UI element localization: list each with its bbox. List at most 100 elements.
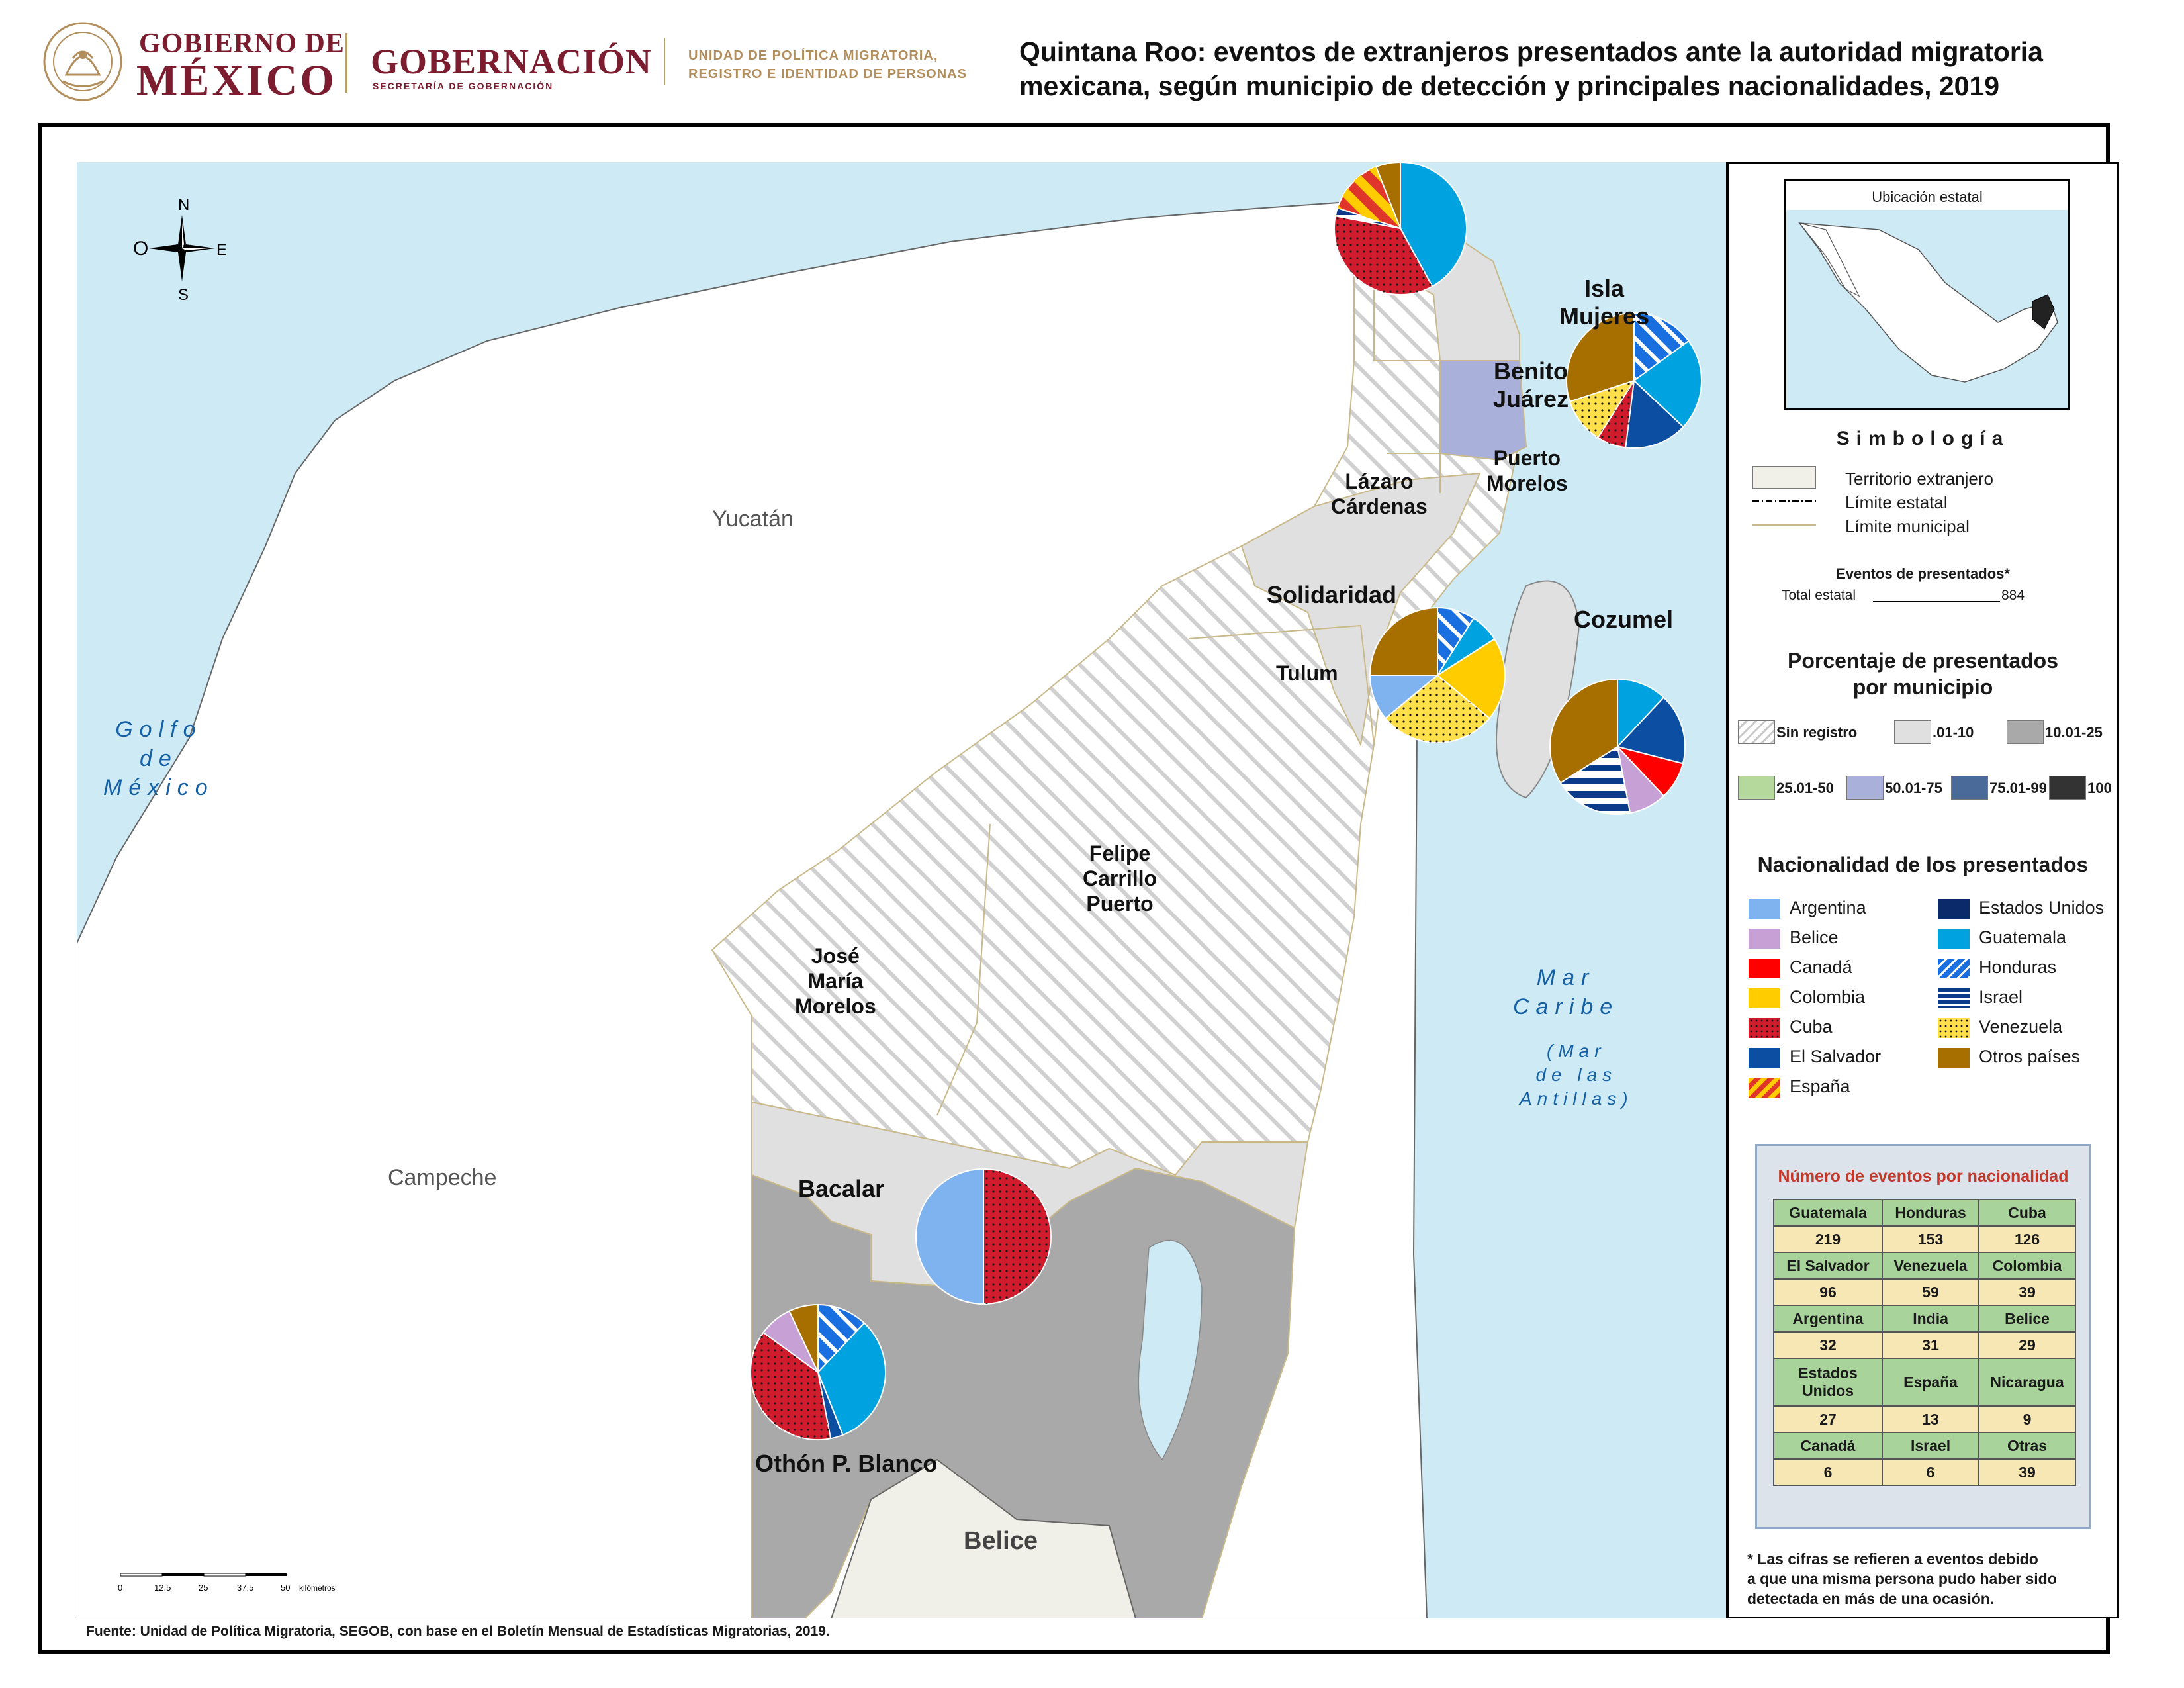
legend-label-colombia: Colombia <box>1790 987 1866 1007</box>
table-value-cell: 13 <box>1882 1405 1980 1433</box>
municipal-boundary <box>1387 453 1441 493</box>
table-value-cell: 153 <box>1882 1225 1980 1253</box>
legend-label-canad-: Canadá <box>1790 957 1852 977</box>
legend-state-boundary: Límite estatal <box>1845 492 1948 512</box>
legend-label-honduras: Honduras <box>1979 957 2057 977</box>
municipal-boundary <box>936 823 991 1116</box>
table-row: 96 59 39 <box>1772 1278 2076 1306</box>
label-jose-maria-morelos: José María Morelos <box>795 944 876 1018</box>
compass-o: O <box>133 238 148 259</box>
table-value-cell: 6 <box>1882 1458 1980 1486</box>
line-state-boundary <box>1752 500 1816 502</box>
label-mar-caribe: Mar Caribe <box>1513 965 1619 1019</box>
legend-label-guatemala: Guatemala <box>1979 927 2067 947</box>
table-header-cell: Nicaragua <box>1978 1358 2076 1407</box>
pie-benito-ju-rez <box>1566 312 1702 449</box>
pie-slice-pattern <box>751 1333 831 1440</box>
swatch-espa-a <box>1749 1078 1780 1098</box>
pie-slice-colombia <box>1436 637 1506 720</box>
header-divider <box>664 38 665 85</box>
scale-bar: 0 12.5 25 37.5 50 kilómetros <box>118 1572 356 1599</box>
pie-oth-n-p-blanco <box>750 1303 886 1440</box>
label-lazaro-cardenas: Lázaro Cárdenas <box>1331 469 1428 518</box>
legend-sidebar: Ubicación estatal Simbología Territorio … <box>1726 162 2119 1618</box>
table-row: 32 31 29 <box>1772 1331 2076 1359</box>
pie-slice-pattern <box>983 1169 1051 1304</box>
pie-slice-pattern <box>1337 167 1400 228</box>
table-header-cell: Colombia <box>1978 1252 2076 1280</box>
header-divider <box>345 33 347 93</box>
pct-label: 75.01-99 <box>1989 780 2047 796</box>
legend-label-estados-unidos: Estados Unidos <box>1979 898 2105 917</box>
region-solidaridad <box>1240 472 1481 747</box>
table-value-cell: 126 <box>1978 1225 2076 1253</box>
swatch-israel <box>1938 988 1970 1008</box>
table-header-cell: Venezuela <box>1882 1252 1980 1280</box>
page-title: Quintana Roo: eventos de extranjeros pre… <box>1019 36 2043 101</box>
swatch-guatemala <box>1938 929 1970 949</box>
pie-solidaridad <box>1369 606 1506 743</box>
pie-slice-pattern <box>1560 747 1631 814</box>
table-row: Guatemala Honduras Cuba <box>1772 1199 2076 1227</box>
total-value: 884 <box>2001 588 2025 603</box>
events-table: Guatemala Honduras Cuba 219 153 126 El Salvado… <box>1772 1199 2076 1486</box>
table-header-cell: Argentina <box>1772 1305 1884 1333</box>
nationality-title: Nacionalidad de los presentados <box>1757 853 2089 876</box>
pie-slice-pattern <box>1437 608 1474 675</box>
table-header-cell: Israel <box>1882 1432 1980 1460</box>
total-line <box>1873 601 2000 602</box>
table-row: 219 153 126 <box>1772 1225 2076 1253</box>
swatch-argentina <box>1749 899 1780 919</box>
table-header-cell: Canadá <box>1772 1432 1884 1460</box>
table-value-cell: 6 <box>1772 1458 1884 1486</box>
pie-slice-otros-pa-ses <box>788 1303 819 1373</box>
map-panel: Yucatán Campeche Belice Golfo de México … <box>76 161 1726 1619</box>
table-row: 6 6 39 <box>1772 1458 2076 1486</box>
pie-slice-otros-pa-ses <box>1566 312 1635 402</box>
table-value-cell: 29 <box>1978 1331 2076 1359</box>
swatch-estados-unidos <box>1938 899 1970 919</box>
pct-label: 10.01-25 <box>2045 724 2103 741</box>
swatch-colombia <box>1749 988 1780 1008</box>
table-row: Canadá Israel Otras <box>1772 1432 2076 1460</box>
table-header-cell: El Salvador <box>1772 1252 1884 1280</box>
pie-slice-pattern <box>1334 216 1433 295</box>
legend-label-otros-pa-ses: Otros países <box>1979 1047 2081 1066</box>
swatch-75-99 <box>1951 776 1988 800</box>
header: GOBIERNO DE MÉXICO GOBERNACIÓN SECRETARÍ… <box>0 0 2184 119</box>
table-row: El Salvador Venezuela Colombia <box>1772 1252 2076 1280</box>
pie-slice-argentina <box>915 1168 984 1305</box>
label-mar-antillas: (Mar de las Antillas) <box>1520 1041 1633 1109</box>
location-inset: Ubicación estatal <box>1784 179 2070 410</box>
pie-slice-pattern <box>1569 381 1634 438</box>
table-header-cell: Estados Unidos <box>1772 1358 1884 1407</box>
swatch-10-25 <box>2007 720 2044 744</box>
label-golfo-de-mexico: Golfo de México <box>103 717 214 800</box>
pie-slice-pattern <box>1634 313 1689 381</box>
gov-line2: MÉXICO <box>136 56 337 105</box>
pie-slice-guatemala <box>1400 161 1468 287</box>
pct-title: Porcentaje de presentados por municipio <box>1787 649 2059 699</box>
table-row: Estados Unidos España Nicaragua <box>1772 1358 2076 1407</box>
label-cozumel: Cozumel <box>1574 606 1674 633</box>
swatch-honduras <box>1938 959 1970 978</box>
pie-slice-guatemala <box>1633 340 1702 428</box>
pct-label: 100 <box>2087 780 2112 796</box>
total-label: Total estatal <box>1782 588 1856 603</box>
pie-charts <box>750 161 1702 1440</box>
legend-label-el-salvador: El Salvador <box>1790 1047 1882 1066</box>
label-othon-p-blanco: Othón P. Blanco <box>755 1450 938 1477</box>
municipal-boundary <box>1373 261 1440 361</box>
table-value-cell: 32 <box>1772 1331 1884 1359</box>
legend-municipal-boundary: Límite municipal <box>1845 516 1970 536</box>
legend-label-israel: Israel <box>1979 987 2023 1007</box>
chetumal-bay <box>1138 1239 1203 1461</box>
swatch-50-75 <box>1846 776 1884 800</box>
table-header-cell: Otras <box>1978 1432 2076 1460</box>
scale-tick: 0 <box>118 1583 122 1593</box>
table-value-cell: 219 <box>1772 1225 1884 1253</box>
legend-label-espa-a: España <box>1790 1076 1850 1096</box>
events-table-box: Número de eventos por nacionalidad Guate… <box>1755 1144 2091 1529</box>
table-header-cell: Guatemala <box>1772 1199 1884 1227</box>
swatch-otros-pa-ses <box>1938 1048 1970 1068</box>
